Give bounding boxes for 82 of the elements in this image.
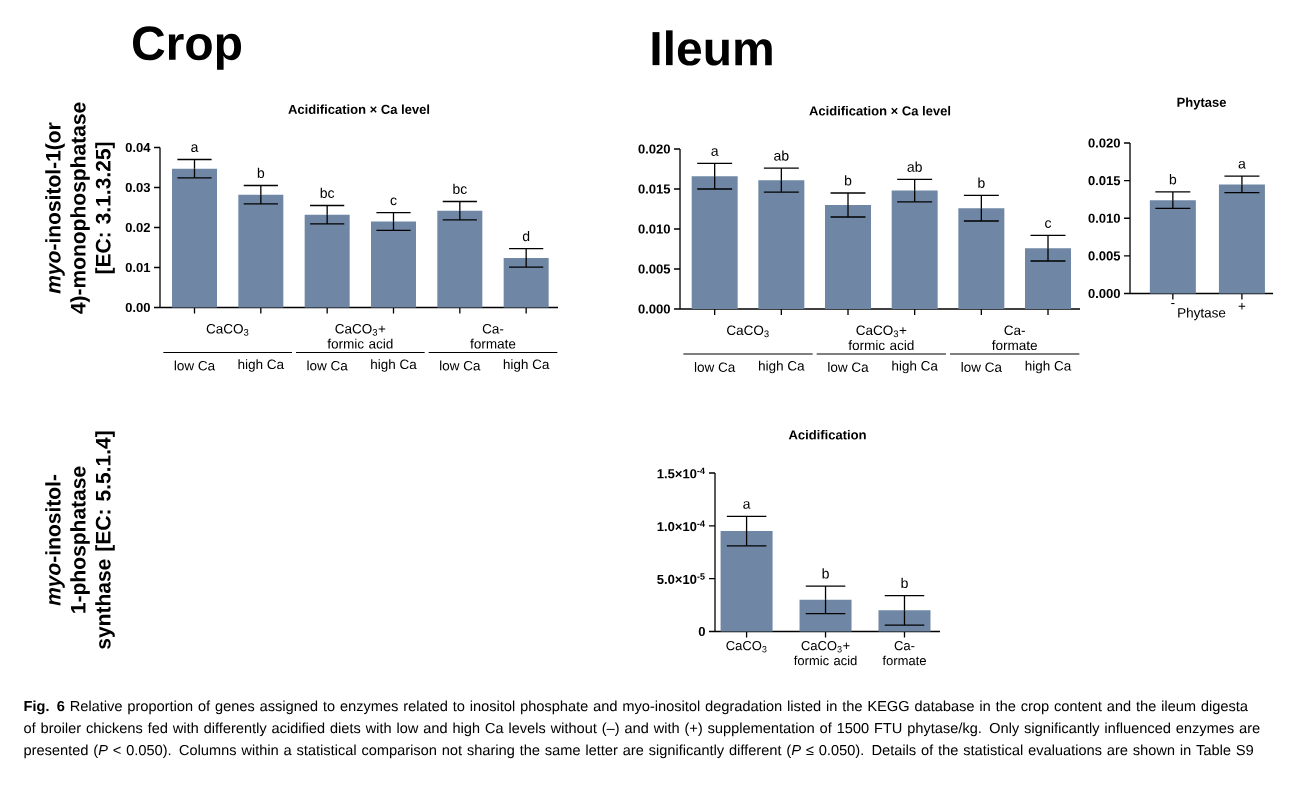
y-tick-label: 0.04 — [125, 142, 151, 153]
data-label: b — [822, 568, 829, 579]
bar — [825, 205, 872, 309]
x-tick-label: high Ca — [892, 360, 938, 374]
y-tick-label: 0.020 — [1088, 138, 1120, 148]
x-tick-label: high Ca — [1025, 360, 1072, 374]
y-tick-label: 0.020 — [638, 144, 670, 154]
bar — [878, 610, 931, 632]
x-tick-label: high Ca — [503, 359, 550, 372]
bar — [758, 180, 805, 309]
y-tick-label: 1.5×10$^{-4}$ — [657, 467, 705, 479]
x-tick-label: CaCO$_{3}$ — [726, 641, 767, 653]
data-label: ab — [907, 161, 922, 172]
bar — [437, 210, 483, 308]
data-label: a — [711, 148, 719, 156]
data-label: b — [901, 577, 908, 589]
x-tick-label: - — [1171, 303, 1175, 305]
text: Ca- formate — [991, 325, 1037, 351]
data-label: b — [257, 167, 265, 178]
text: CaCO$_{3}$+ formic acid — [327, 324, 393, 349]
bar — [503, 257, 549, 308]
y-tick-label: 0.015 — [1088, 176, 1121, 186]
x-tick-label: low Ca — [307, 360, 348, 371]
y-tick-label: 5.0×10$^{-5}$ — [657, 573, 705, 585]
text: Crop — [132, 26, 242, 70]
data-label: d — [522, 230, 530, 242]
y-tick-label: 0.000 — [638, 304, 670, 314]
bar — [1025, 248, 1072, 309]
text: CaCO$_{3}$+ formic acid — [848, 325, 914, 351]
x-tick-label: CaCO$_{3}$+ formic acid — [793, 641, 857, 666]
text: Fig. 6 Relative proportion of genes assigned to enzymes related to inositol phosphate and myo-inositol degradation listed in the KEGG database in the crop content and the ileum digesta of broiler chickens fed with differently acidified diets with low and high Ca levels without (–) and with (+) supplementation of 1500 FTU phytase/kg. Only significantly influenced enzymes are presented (P < 0.050). Columns within a statistical comparison not sharing the same letter are significantly different (P ≤ 0.050). Details of the statistical evaluations are shown in Table S9 — [24, 700, 1260, 759]
data-label: c — [390, 197, 397, 206]
bar — [799, 599, 852, 632]
y-tick-label: 0.005 — [638, 264, 671, 274]
x-tick-label: low Ca — [694, 362, 736, 372]
chart-title: Acidification × Ca level — [809, 105, 951, 116]
data-label: b — [845, 175, 852, 186]
y-tick-label: 0.015 — [638, 184, 671, 194]
y-tick-label: 0.03 — [125, 182, 151, 193]
text: CaCO$_{3}$ — [206, 324, 249, 336]
bar — [720, 531, 773, 632]
data-label: c — [1045, 220, 1052, 228]
data-label: a — [743, 501, 751, 509]
x-tick-label: + — [1238, 303, 1246, 310]
chart-title: Acidification — [788, 429, 866, 440]
data-label: b — [978, 177, 985, 188]
x-tick-label: low Ca — [174, 360, 216, 371]
y-tick-label: 0.01 — [125, 262, 151, 273]
bar — [238, 194, 284, 308]
bar — [304, 214, 350, 308]
bar — [172, 168, 217, 308]
bar — [371, 221, 416, 308]
x-tick-label: low Ca — [828, 362, 869, 372]
text: CaCO$_{3}$ — [727, 325, 769, 338]
data-label: bc — [320, 187, 335, 198]
y-tick-label: 0 — [698, 626, 705, 637]
x-tick-label: high Ca — [238, 359, 285, 372]
x-tick-label: high Ca — [371, 359, 417, 372]
y-tick-label: 0.010 — [1088, 213, 1120, 223]
x-tick-label: low Ca — [440, 360, 481, 371]
text: Ileum — [652, 30, 772, 66]
data-label: ab — [774, 150, 789, 161]
chart-title: Acidification × Ca level — [288, 104, 430, 114]
data-label: b — [1169, 174, 1177, 185]
x-tick-label: Ca- formate — [882, 641, 926, 666]
chart-title: Phytase — [1177, 97, 1226, 110]
bar — [958, 208, 1005, 309]
bar — [891, 190, 938, 309]
y-tick-label: 0.02 — [125, 222, 150, 233]
x-tick-label: low Ca — [961, 362, 1002, 372]
bar — [691, 176, 738, 309]
data-label: a — [191, 144, 199, 152]
y-tick-label: 0.005 — [1088, 251, 1121, 261]
data-label: a — [1238, 160, 1246, 169]
y-tick-label: 0.000 — [1088, 288, 1120, 299]
x-tick-label: high Ca — [759, 360, 805, 374]
y-tick-label: 0.00 — [125, 302, 150, 313]
y-tick-label: 1.0×10$^{-4}$ — [657, 520, 705, 532]
text: Ca- formate — [470, 324, 516, 349]
y-tick-label: 0.010 — [638, 224, 670, 234]
x-axis-title: Phytase — [1178, 307, 1226, 321]
data-label: bc — [453, 183, 467, 194]
